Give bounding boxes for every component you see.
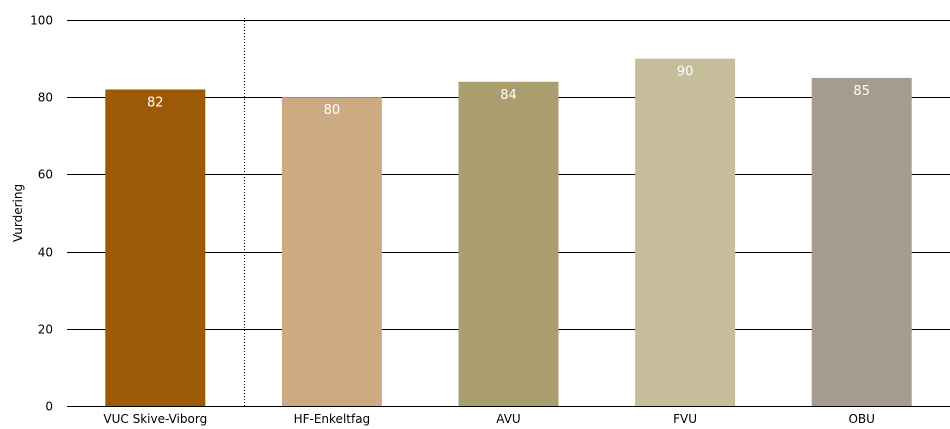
bars: 82 80 84 90 85 — [105, 58, 912, 407]
y-tick-label: 80 — [38, 91, 53, 105]
y-tick-label: 40 — [38, 246, 53, 260]
y-tick-label: 100 — [30, 14, 53, 28]
y-axis-title: Vurdering — [11, 184, 25, 242]
data-label: 84 — [500, 88, 517, 103]
y-tick-label: 60 — [38, 168, 53, 182]
x-category-label: OBU — [848, 412, 874, 426]
x-category-label: HF-Enkeltfag — [294, 412, 371, 426]
bar — [458, 81, 559, 406]
data-label: 80 — [324, 103, 341, 118]
bar — [811, 77, 912, 407]
y-tick-label: 20 — [38, 323, 53, 337]
x-category-label: FVU — [673, 412, 697, 426]
data-label: 90 — [677, 65, 694, 80]
y-tick-label: 0 — [45, 400, 53, 414]
bar — [635, 58, 736, 406]
bar — [281, 97, 382, 406]
bar — [105, 89, 206, 406]
x-category-label: VUC Skive-Viborg — [103, 412, 207, 426]
data-label: 82 — [147, 95, 164, 110]
data-label: 85 — [853, 84, 870, 99]
x-category-labels: VUC Skive-Viborg HF-Enkeltfag AVU FVU OBU — [103, 412, 875, 426]
x-category-label: AVU — [496, 412, 520, 426]
y-tick-labels: 0 20 40 60 80 100 — [30, 14, 53, 414]
